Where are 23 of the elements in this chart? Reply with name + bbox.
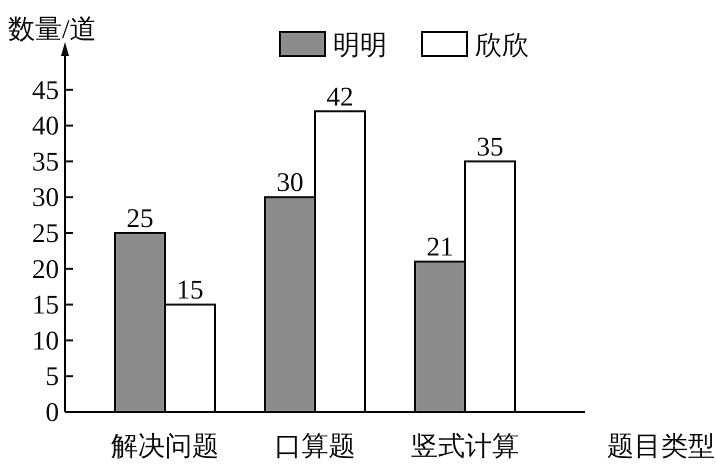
y-tick-label: 35 (32, 146, 59, 176)
legend-label: 明明 (333, 30, 387, 60)
data-label: 15 (176, 274, 204, 305)
y-tick-label: 40 (32, 110, 59, 141)
y-tick-label: 10 (32, 325, 59, 356)
y-tick-label: 5 (46, 361, 59, 392)
x-tick-label: 解决问题 (111, 431, 219, 461)
x-tick-label: 口算题 (274, 431, 356, 461)
x-axis-title: 题目类型 (607, 431, 715, 461)
y-axis-title: 数量/道 (8, 14, 97, 44)
legend-label: 欣欣 (475, 30, 529, 60)
data-label: 35 (476, 131, 504, 162)
y-tick-label: 45 (32, 74, 59, 105)
y-tick-label: 25 (32, 218, 59, 248)
y-tick-label: 15 (32, 290, 59, 320)
x-tick-label: 竖式计算 (411, 431, 519, 461)
data-label: 30 (276, 167, 304, 198)
data-label: 25 (126, 203, 154, 233)
y-tick-label: 0 (46, 397, 59, 427)
data-label: 42 (326, 81, 354, 112)
y-tick-label: 30 (32, 182, 59, 212)
data-label: 21 (426, 232, 454, 262)
y-tick-label: 20 (32, 254, 59, 284)
